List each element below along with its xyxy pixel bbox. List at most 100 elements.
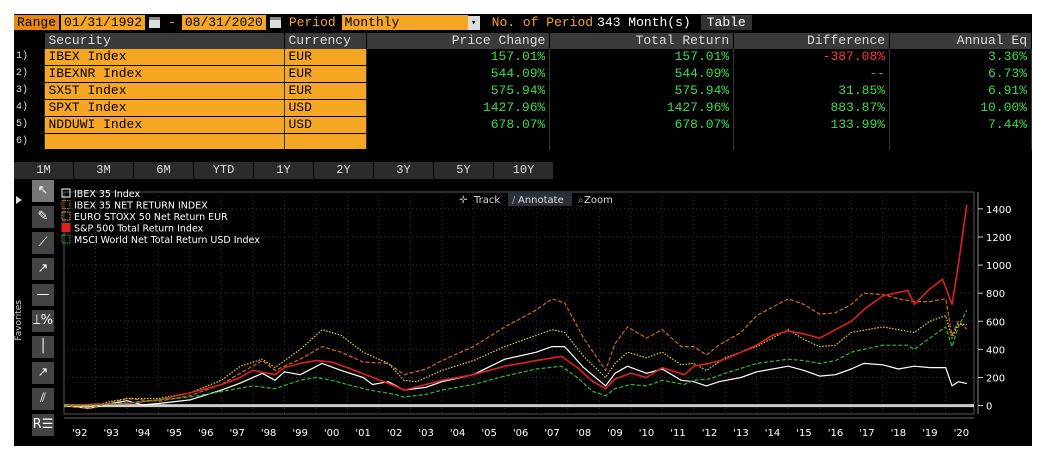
tab-ytd[interactable]: YTD: [194, 162, 254, 179]
security-cell[interactable]: IBEXNR Index: [44, 65, 285, 83]
x-tick-label: '15: [796, 428, 811, 439]
x-tick-label: '06: [513, 428, 528, 439]
start-date-input[interactable]: 01/31/1992: [61, 15, 146, 30]
security-cell[interactable]: SX5T Index: [44, 82, 285, 100]
series-line-ibexnr[interactable]: [63, 292, 968, 409]
x-tick-label: '19: [922, 428, 937, 439]
total-return-cell: 544.09%: [549, 65, 735, 83]
series-line-sx5t[interactable]: [63, 315, 967, 408]
currency-header: Currency: [284, 33, 367, 49]
zoom-icon: ⌕: [578, 195, 584, 206]
x-tick-label: '96: [198, 428, 213, 439]
security-cell[interactable]: SPXT Index: [44, 99, 285, 117]
x-tick-label: '07: [544, 428, 559, 439]
chevron-down-icon[interactable]: ▾: [467, 15, 480, 30]
security-cell[interactable]: NDDUWI Index: [44, 116, 285, 134]
indicators-icon[interactable]: R☰: [32, 414, 54, 436]
table-row[interactable]: 5) NDDUWI Index USD 678.07% 678.07% 133.99% 7.…: [14, 116, 1032, 134]
track-button[interactable]: Track: [473, 195, 500, 206]
range-label: Range: [14, 15, 60, 30]
row-number: 6): [14, 133, 45, 150]
collapse-arrow-icon[interactable]: [16, 196, 22, 204]
securities-table: Security Currency Price Change Total Ret…: [14, 33, 1032, 150]
num-periods-label: No. of Period: [491, 15, 594, 30]
annual-eq-cell: 3.36%: [889, 49, 1032, 66]
ray-icon[interactable]: ↗: [32, 258, 54, 280]
security-cell[interactable]: [44, 133, 285, 150]
table-row[interactable]: 4) SPXT Index USD 1427.96% 1427.96% 883.87% 10…: [14, 99, 1032, 117]
tab-3y[interactable]: 3Y: [374, 162, 434, 179]
series-line-spxt[interactable]: [63, 204, 968, 407]
currency-cell[interactable]: EUR: [284, 65, 367, 83]
series-line-ndduwi[interactable]: [63, 310, 968, 407]
horizontal-line-icon[interactable]: —: [32, 284, 54, 306]
total-return-cell: 678.07%: [549, 116, 735, 134]
x-tick-label: '17: [859, 428, 874, 439]
calendar-icon[interactable]: [269, 17, 281, 28]
series-line-ibex[interactable]: [63, 346, 967, 409]
tab-2y[interactable]: 2Y: [314, 162, 374, 179]
difference-cell: 31.85%: [733, 82, 891, 100]
table-button[interactable]: Table: [700, 15, 752, 30]
annual-eq-cell: [889, 133, 1032, 150]
row-number: 4): [14, 99, 45, 117]
difference-cell: 883.87%: [733, 99, 891, 117]
percent-tool-icon[interactable]: ⟘%: [32, 310, 54, 332]
period-select[interactable]: Monthly: [341, 15, 468, 30]
y-tick-label: 1000: [986, 261, 1011, 272]
difference-cell: [733, 133, 891, 150]
pen-icon[interactable]: ✎: [32, 206, 54, 228]
range-bar: Range 01/31/1992 - 08/31/2020 Period Mon…: [14, 14, 1032, 31]
y-tick-label: 1200: [986, 233, 1011, 244]
difference-cell: --: [733, 65, 891, 83]
performance-chart[interactable]: 0 200 400 600 800 1000 1200 1400 '92 '93 '94 '95 '96…: [14, 180, 1032, 446]
total-return-cell: 575.94%: [549, 82, 735, 100]
period-tabs: 1M 3M 6M YTD 1Y 2Y 3Y 5Y 10Y: [14, 162, 554, 179]
arrow-line-icon[interactable]: ↗: [32, 362, 54, 384]
price-change-header: Price Change: [366, 33, 551, 49]
annotate-highlight: [508, 192, 572, 206]
x-tick-label: '99: [292, 428, 307, 439]
total-return-cell: [549, 133, 735, 150]
legend-label-spxt: S&P 500 Total Return Index: [74, 224, 204, 235]
trend-line-icon[interactable]: ⟋: [32, 232, 54, 254]
legend-swatch-ndduwi: [61, 234, 71, 244]
end-date-input[interactable]: 08/31/2020: [181, 15, 266, 30]
zoom-button[interactable]: Zoom: [584, 195, 613, 206]
price-change-cell: 678.07%: [366, 116, 551, 134]
currency-cell[interactable]: EUR: [284, 82, 367, 100]
tab-10y[interactable]: 10Y: [494, 162, 554, 179]
legend-swatch-ibex: [61, 188, 71, 198]
security-cell[interactable]: IBEX Index: [44, 49, 285, 66]
annotate-button[interactable]: Annotate: [518, 195, 564, 206]
chart-area: Favorites ↖ ✎ ⟋ ↗ — ⟘% │ ↗ ⫽ R☰ 0 200 400 600 800 1000…: [14, 180, 1032, 446]
x-tick-label: '98: [261, 428, 276, 439]
tab-3m[interactable]: 3M: [74, 162, 134, 179]
total-return-cell: 157.01%: [549, 49, 735, 66]
x-tick-label: '04: [450, 428, 465, 439]
table-row[interactable]: 1) IBEX Index EUR 157.01% 157.01% -387.08% 3.3…: [14, 49, 1032, 66]
pointer-icon[interactable]: ↖: [32, 180, 54, 202]
calendar-icon[interactable]: [149, 17, 161, 28]
tab-1m[interactable]: 1M: [14, 162, 74, 179]
x-tick-label: '20: [954, 428, 969, 439]
currency-cell[interactable]: USD: [284, 116, 367, 134]
favorites-label[interactable]: Favorites: [14, 300, 24, 341]
x-tick-label: '14: [765, 428, 780, 439]
currency-cell[interactable]: USD: [284, 99, 367, 117]
table-row[interactable]: 3) SX5T Index EUR 575.94% 575.94% 31.85% 6.91%: [14, 82, 1032, 100]
x-tick-label: '09: [607, 428, 622, 439]
vertical-line-icon[interactable]: │: [32, 336, 54, 358]
tab-6m[interactable]: 6M: [134, 162, 194, 179]
tab-5y[interactable]: 5Y: [434, 162, 494, 179]
currency-cell[interactable]: [284, 133, 367, 150]
y-tick-label: 1400: [986, 205, 1011, 216]
currency-cell[interactable]: EUR: [284, 49, 367, 66]
tab-1y[interactable]: 1Y: [254, 162, 314, 179]
table-row[interactable]: 2) IBEXNR Index EUR 544.09% 544.09% -- 6.73%: [14, 65, 1032, 83]
channel-icon[interactable]: ⫽: [32, 388, 54, 410]
num-periods-value: 343 Month(s): [597, 15, 691, 30]
table-row[interactable]: 6): [14, 133, 1032, 150]
x-tick-label: '01: [355, 428, 370, 439]
y-tick-label: 200: [986, 373, 1005, 384]
